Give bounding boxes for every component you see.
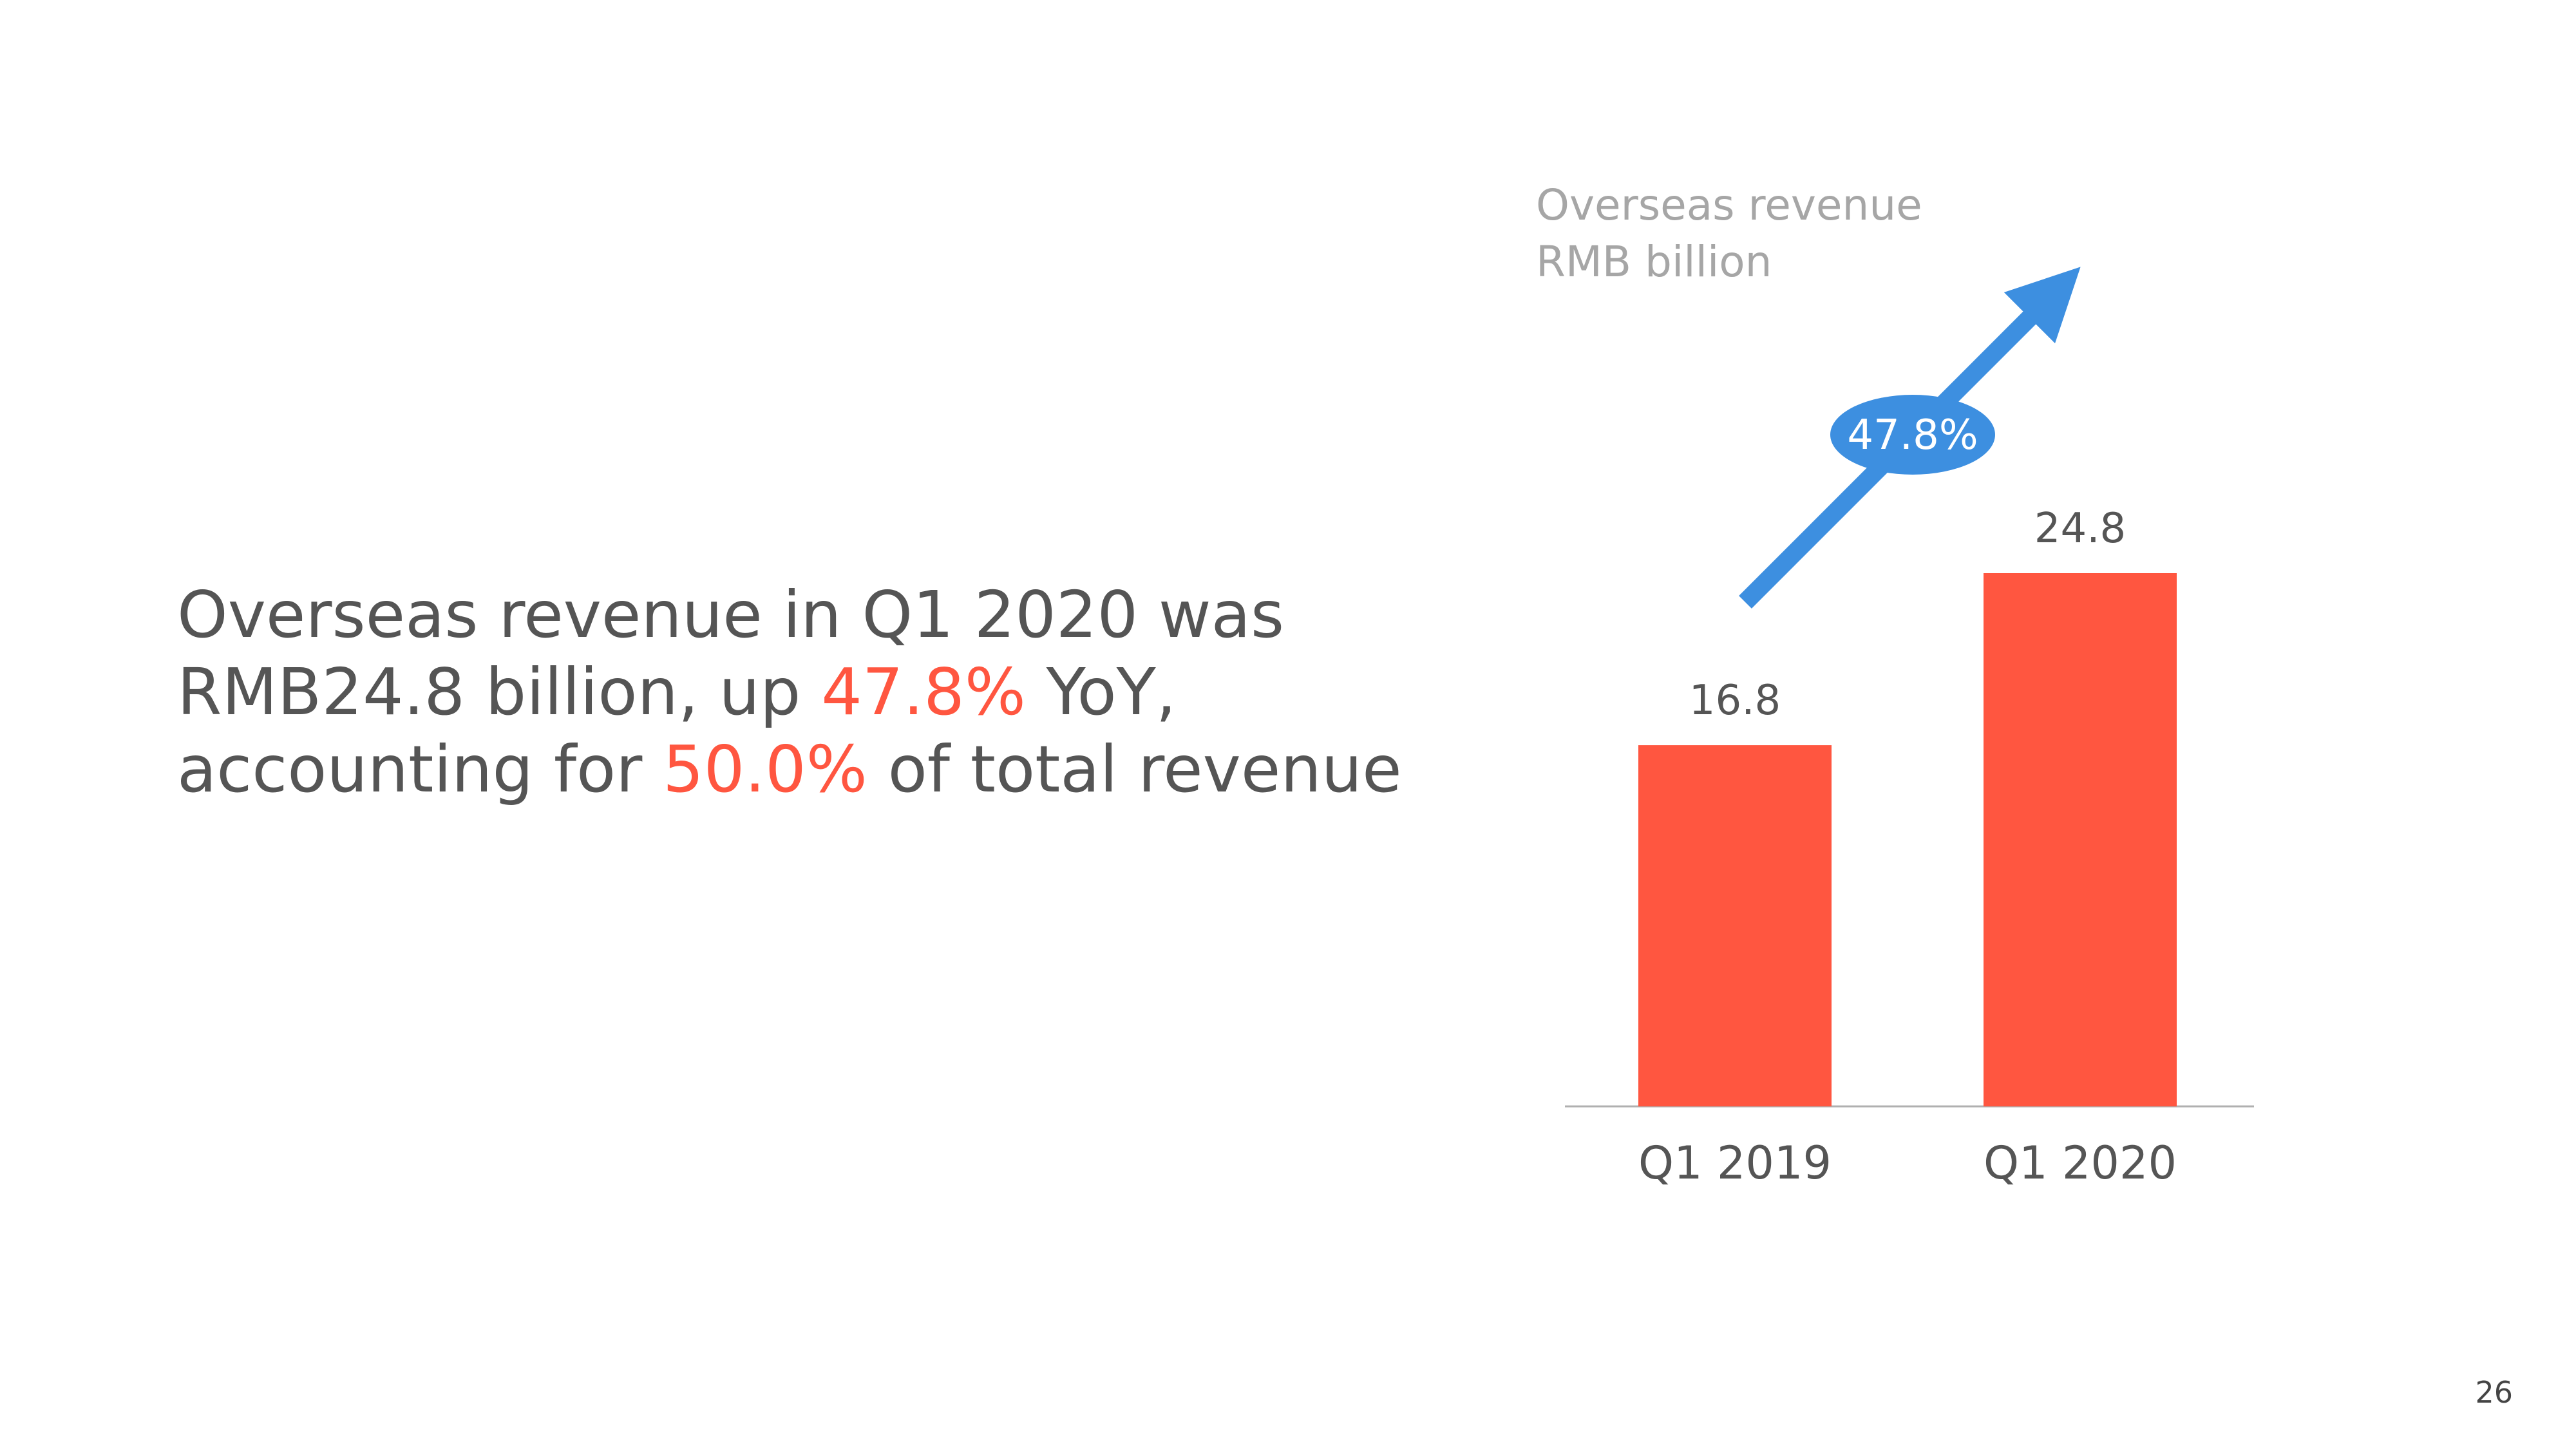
page-number: 26 [2475, 1375, 2513, 1410]
headline-line-3: accounting for 50.0% of total revenue [177, 731, 1530, 808]
headline-line-2-prefix: RMB24.8 billion, up [177, 654, 822, 730]
headline-line-2-suffix: YoY, [1025, 654, 1177, 730]
growth-badge-label: 47.8% [1847, 412, 1978, 459]
chart-title: Overseas revenue [1536, 180, 1922, 230]
bar-q1-2019 [1638, 745, 1832, 1106]
bar-q1-2020 [1984, 573, 2177, 1106]
headline-line-3-prefix: accounting for [177, 732, 663, 807]
category-label-q1-2019: Q1 2019 [1638, 1137, 1832, 1189]
headline: Overseas revenue in Q1 2020 was RMB24.8 … [177, 576, 1530, 808]
value-label-q1-2020: 24.8 [2034, 505, 2126, 553]
headline-line-2: RMB24.8 billion, up 47.8% YoY, [177, 654, 1530, 731]
share-highlight: 50.0% [663, 732, 867, 807]
growth-highlight: 47.8% [821, 654, 1026, 730]
chart-subtitle: RMB billion [1536, 237, 1772, 287]
headline-line-3-suffix: of total revenue [867, 732, 1402, 807]
category-label-q1-2020: Q1 2020 [1984, 1137, 2177, 1189]
headline-line-1: Overseas revenue in Q1 2020 was [177, 577, 1285, 652]
growth-badge [1830, 395, 1995, 475]
chart-title-block: Overseas revenue RMB billion [1536, 177, 1922, 290]
value-label-q1-2019: 16.8 [1689, 677, 1781, 724]
